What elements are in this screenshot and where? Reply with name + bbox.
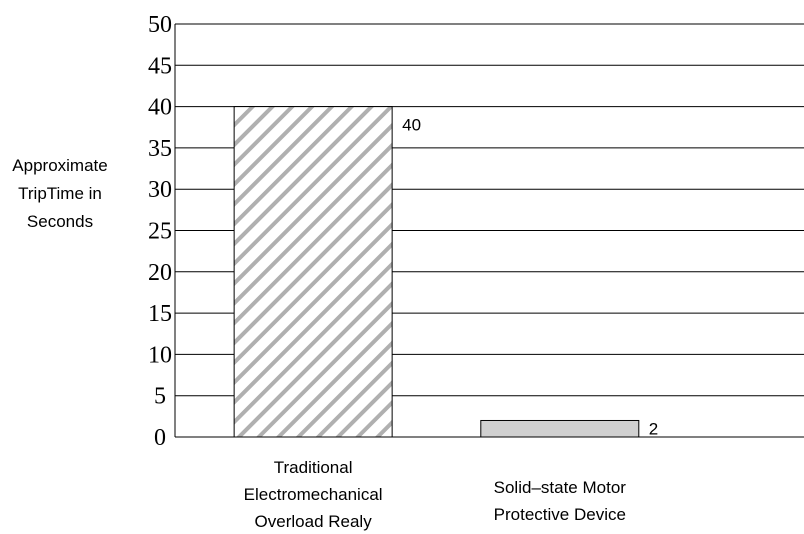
category-label-2: Solid–state Motor [494, 478, 627, 497]
bars [233, 106, 640, 438]
bar-2 [480, 419, 640, 438]
y-tick-label: 30 [148, 177, 172, 203]
data-labels: 40 2 [402, 116, 658, 439]
y-tick-label: 25 [148, 219, 172, 245]
y-axis-label-line: Seconds [27, 212, 93, 231]
y-tick-label: 40 [148, 95, 172, 121]
y-tick-label: 50 [148, 12, 172, 38]
category-labels: Traditional Electromechanical Overload Rea… [244, 458, 627, 531]
y-tick-label: 5 [154, 384, 166, 410]
y-tick-label: 0 [154, 425, 166, 451]
y-axis-label: Approximate TripTime in Seconds [12, 156, 107, 231]
y-axis-ticks: 0 5 10 15 20 25 30 35 40 45 50 [148, 12, 172, 451]
y-tick-label: 20 [148, 260, 172, 286]
y-tick-label: 10 [148, 342, 172, 368]
bar-1 [233, 106, 393, 438]
y-tick-label: 45 [148, 53, 172, 79]
y-axis-label-line: TripTime in [18, 184, 102, 203]
data-label-1: 40 [402, 116, 421, 135]
category-label-2: Protective Device [494, 505, 626, 524]
category-label-1: Overload Realy [255, 512, 373, 531]
data-label-2: 2 [649, 419, 658, 438]
category-label-1: Traditional [274, 458, 353, 477]
y-tick-label: 15 [148, 301, 172, 327]
category-label-1: Electromechanical [244, 485, 383, 504]
y-tick-label: 35 [148, 136, 172, 162]
y-axis-label-line: Approximate [12, 156, 107, 175]
